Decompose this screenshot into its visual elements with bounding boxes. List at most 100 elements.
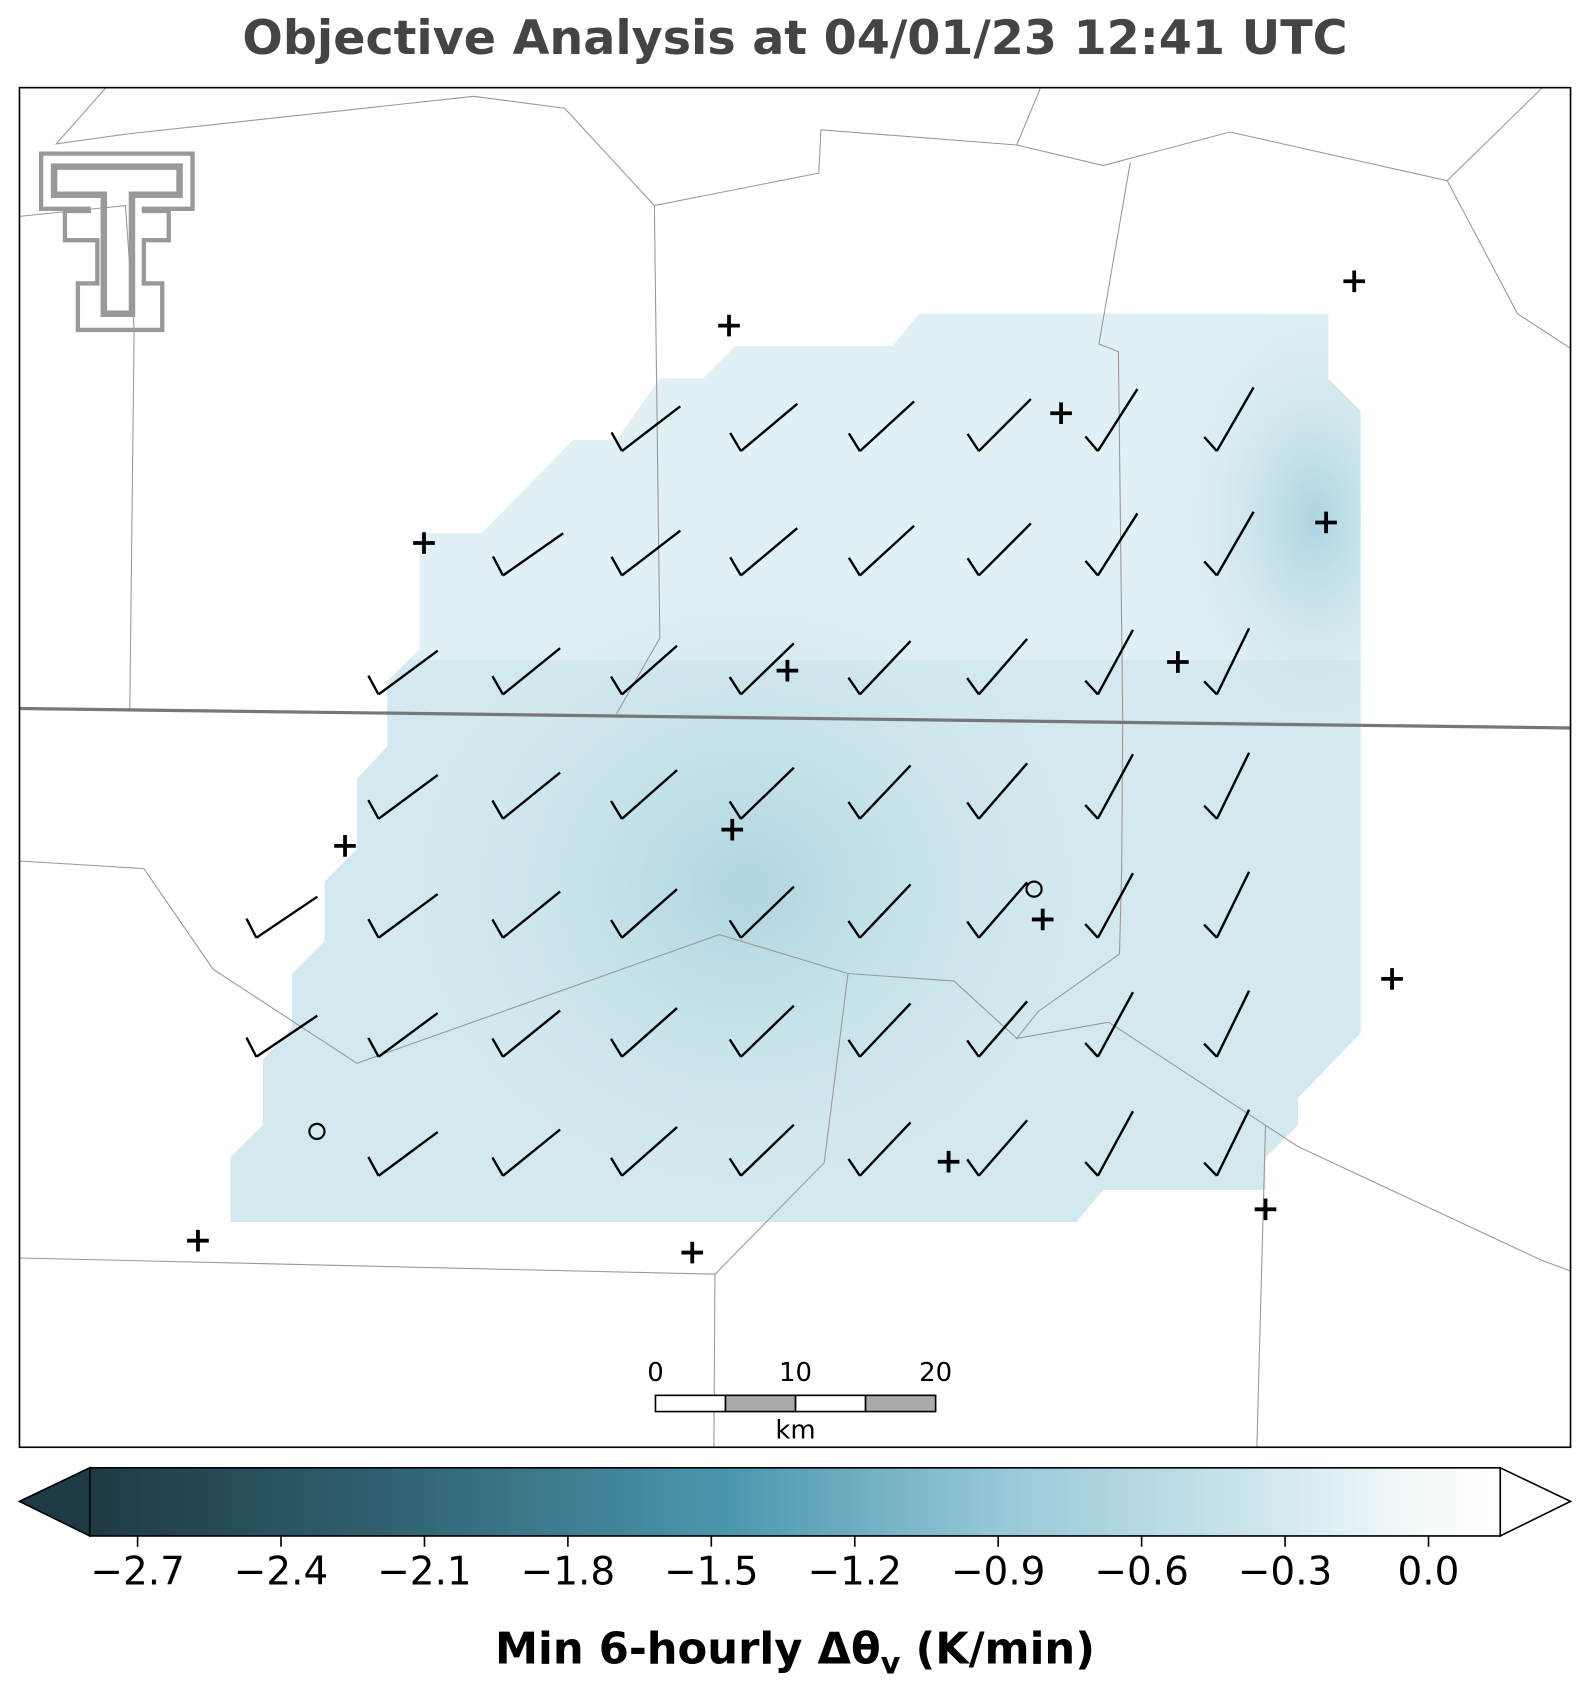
wind-barb-tick [728,1157,742,1177]
border [19,1257,715,1275]
wind-barb-tick [245,918,258,939]
station-marker [187,1229,209,1252]
colorbar-extend-min [17,1466,91,1538]
wind-barb [1215,1109,1251,1177]
station-marker [718,314,740,337]
wind-barb [1215,752,1251,820]
station-marker [937,1150,960,1173]
wind-barb [502,1128,561,1177]
wind-barb [1215,511,1255,577]
colorbar-tick-label: −2.4 [234,1549,329,1594]
border [1446,180,1571,349]
scale-label: 20 [919,1358,952,1388]
station-marker [1254,1198,1277,1221]
wind-barb [859,640,912,696]
logo [38,151,195,333]
wind-barb-tick [966,920,980,939]
wind-barb [1096,512,1139,577]
wind-barb [859,764,912,820]
wind-barb-tick [1084,804,1099,820]
scale-segment [794,1394,867,1413]
wind-barb [740,642,795,696]
wind-barb-tick [966,801,980,820]
colorbar-tick-label: −0.3 [1238,1549,1333,1594]
wind-barb [977,762,1029,820]
wind-barb [502,890,561,939]
wind-barb [859,1121,912,1177]
wind-barb-tick [610,675,623,696]
station-marker [1167,651,1189,673]
station-marker [721,818,744,841]
station-marker [1050,402,1072,425]
wind-barb [621,1126,678,1177]
wind-barb [502,771,561,820]
field-minimum [389,562,1104,1212]
wind-barb [740,885,795,939]
wind-barb [502,647,561,696]
border [1016,87,1543,182]
wind-barb [377,1131,439,1177]
wind-barb-tick [847,1158,861,1177]
colorbar-tick-label: −1.8 [521,1549,616,1594]
label-part: (K/min) [900,1624,1095,1674]
wind-barb [502,532,564,577]
wind-barb-tick [610,1157,623,1177]
scale-bar: 0 10 20 km [647,1358,952,1445]
wind-barb [977,1119,1029,1177]
wind-barb [740,527,799,577]
border [1015,162,1571,1272]
wind-barb [1096,991,1134,1058]
wind-barb-tick [966,1039,980,1058]
analysis-field [230,313,1361,1223]
logo-outline [38,151,195,333]
label-subscript: v [881,1646,901,1681]
wind-barb [621,769,678,820]
wind-barb-tick [610,1038,623,1058]
wind-barb-tick [491,675,504,696]
wind-barb-tick [728,676,742,696]
wind-barb-tick [1203,923,1218,939]
wind-barb-tick [1203,1161,1218,1177]
colorbar-tick-label: −2.7 [90,1549,185,1594]
wind-barb-tick [367,1156,380,1177]
station-marker [1315,511,1337,534]
calm-marker [308,1122,326,1141]
colorbar-tick-label: −1.5 [664,1549,759,1594]
wind-barb-tick [729,432,742,452]
border [19,860,1018,1064]
wind-barb-tick [728,1038,742,1058]
wind-barb [255,1014,318,1058]
wind-barb-tick [1084,1042,1099,1058]
wind-barb [859,400,915,452]
scale-segment [724,1394,797,1413]
wind-barb-tick [966,557,980,577]
wind-barb-tick [966,677,980,696]
wind-barb [621,529,682,577]
scale-unit: km [775,1416,815,1446]
colorbar-tick-label: −2.1 [377,1549,472,1594]
station-marker [334,835,356,857]
wind-barb-tick [491,918,504,939]
station-marker [1343,270,1366,293]
wind-barb-tick [367,918,380,939]
wind-barb-tick [1203,680,1218,696]
wind-barb [1215,871,1251,939]
wind-barb [1096,1110,1134,1177]
scale-segment [654,1394,727,1413]
wind-barb [621,644,678,696]
scale-label: 10 [779,1358,812,1388]
wind-barb [740,766,795,820]
wind-barb-tick [610,431,623,452]
wind-barb [1215,627,1251,695]
colorbar-extend-max [1499,1466,1573,1538]
wind-barb-tick [728,800,742,820]
station-marker [681,1241,704,1264]
wind-barb-tick [491,1037,504,1058]
wind-barb [502,1009,561,1058]
wind-barb [1215,990,1251,1058]
colorbar-ticks: −2.7 −2.4 −2.1 −1.8 −1.5 −1.2 −0.9 −0.6 −0.3 0.0 [90,1535,1459,1594]
border [54,87,1042,207]
wind-barb [1215,386,1255,452]
wind-barb [859,883,912,939]
colorbar [88,1467,1502,1537]
